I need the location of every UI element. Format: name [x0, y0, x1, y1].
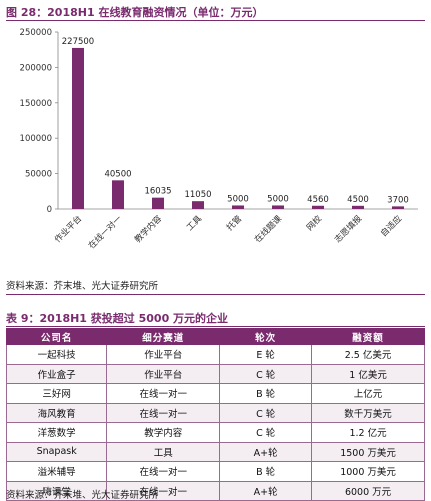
cell-round: B 轮	[219, 383, 313, 404]
bar	[392, 206, 404, 209]
y-tick-label: 200000	[20, 63, 52, 73]
table-source: 资料来源：芥末堆、光大证券研究所	[6, 490, 159, 501]
table-row: 三好网 在线一对一 B 轮上亿元	[5, 383, 425, 404]
x-category-label: 自适应	[378, 213, 404, 239]
y-tick-label: 100000	[20, 134, 52, 144]
bars: 227500 40500 16035 11050 5000 5000 4560 4500 370…	[62, 37, 409, 210]
cell-amount: 1500 万美元	[311, 441, 425, 462]
bar-value-label: 4560	[307, 195, 329, 205]
bar-value-label: 4500	[347, 195, 369, 205]
cell-company: 三好网	[5, 383, 108, 404]
x-category-label: 在线题课	[252, 213, 284, 245]
cell-segment: 在线一对一	[106, 402, 221, 423]
x-category-label: 工具	[185, 214, 204, 233]
y-tick-label: 150000	[20, 99, 52, 109]
cell-company: 海风教育	[5, 402, 108, 423]
x-category-label: 网校	[304, 213, 324, 233]
cell-segment: 作业平台	[106, 363, 221, 384]
bar	[352, 205, 364, 209]
header-amount: 融资额	[311, 328, 425, 345]
bar-value-label: 11050	[184, 190, 211, 200]
header-company: 公司名	[5, 328, 108, 345]
cell-amount: 1 亿美元	[311, 363, 425, 384]
table-title: 表 9：2018H1 获投超过 5000 万元的企业	[6, 312, 229, 325]
figure-source-rule	[6, 294, 425, 295]
bar-value-label: 3700	[387, 195, 409, 205]
cell-amount: 数千万美元	[311, 402, 425, 423]
cell-company: 作业盒子	[5, 363, 108, 384]
cell-company: 溢米辅导	[5, 461, 108, 482]
bar-value-label: 227500	[62, 37, 94, 47]
bar-value-label: 16035	[144, 187, 171, 197]
x-category-label: 在线一对一	[86, 213, 124, 251]
financing-table: 公司名 细分赛道 轮次 融资额 一起科技 作业平台 E 轮 2.5 亿美元 作业盒子 作业…	[5, 328, 425, 501]
y-tick-label: 250000	[20, 28, 52, 38]
cell-round: A+轮	[219, 480, 313, 501]
figure-title: 图 28：2018H1 在线教育融资情况（单位：万元）	[6, 6, 264, 19]
bar	[232, 205, 244, 209]
x-category-label: 志愿填报	[332, 213, 364, 245]
table-header-row: 公司名 细分赛道 轮次 融资额	[5, 328, 425, 345]
table-row: 洋葱数学 教学内容 C 轮 1.2 亿元	[5, 422, 425, 443]
bar	[152, 197, 164, 209]
x-axis-labels: 作业平台 在线一对一 教学内容 工具 托管 在线题课 网校 志愿填报 自适应	[52, 213, 404, 251]
cell-segment: 在线一对一	[106, 461, 221, 482]
bar	[72, 47, 84, 210]
bar	[112, 180, 124, 209]
cell-amount: 1.2 亿元	[311, 422, 425, 443]
cell-round: C 轮	[219, 363, 313, 384]
y-tick-label: 50000	[25, 170, 52, 180]
figure-title-rule	[6, 20, 425, 21]
cell-round: E 轮	[219, 344, 313, 365]
cell-round: A+轮	[219, 441, 313, 462]
table-row: 海风教育 在线一对一 C 轮数千万美元	[5, 402, 425, 423]
header-round: 轮次	[219, 328, 313, 345]
cell-segment: 在线一对一	[106, 383, 221, 404]
x-category-label: 作业平台	[52, 213, 84, 245]
table-row: 溢米辅导 在线一对一 B 轮 1000 万美元	[5, 461, 425, 482]
cell-segment: 工具	[106, 441, 221, 462]
cell-amount: 1000 万美元	[311, 461, 425, 482]
cell-company: 洋葱数学	[5, 422, 108, 443]
figure-source: 资料来源：芥末堆、光大证券研究所	[6, 281, 159, 292]
cell-round: B 轮	[219, 461, 313, 482]
cell-segment: 作业平台	[106, 344, 221, 365]
cell-company: Snapask	[5, 441, 108, 462]
cell-company: 一起科技	[5, 344, 108, 365]
cell-amount: 6000 万元	[311, 480, 425, 501]
bar-value-label: 40500	[104, 169, 131, 179]
y-tick-label: 0	[47, 205, 52, 215]
cell-round: C 轮	[219, 422, 313, 443]
bar	[192, 201, 204, 209]
bar	[312, 205, 324, 209]
bar	[272, 205, 284, 209]
cell-amount: 2.5 亿美元	[311, 344, 425, 365]
x-category-label: 教学内容	[132, 213, 164, 245]
table-row: Snapask 工具 A+轮 1500 万美元	[5, 441, 425, 462]
table-row: 一起科技 作业平台 E 轮 2.5 亿美元	[5, 344, 425, 365]
bar-value-label: 5000	[227, 194, 249, 204]
bar-value-label: 5000	[267, 194, 289, 204]
table-title-rule	[6, 326, 425, 327]
cell-segment: 教学内容	[106, 422, 221, 443]
financing-bar-chart: 0 50000 100000 150000 200000 250000 227500 405…	[20, 28, 418, 251]
x-category-label: 托管	[224, 213, 244, 233]
header-segment: 细分赛道	[106, 328, 221, 345]
cell-round: C 轮	[219, 402, 313, 423]
cell-amount: 上亿元	[311, 383, 425, 404]
